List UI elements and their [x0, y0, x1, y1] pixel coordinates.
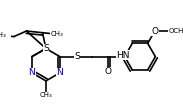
Text: S: S	[43, 44, 49, 53]
Text: O: O	[151, 27, 158, 36]
Text: CH₃: CH₃	[51, 31, 63, 37]
Text: OCH₃: OCH₃	[168, 28, 183, 34]
Text: S: S	[74, 52, 80, 61]
Text: HN: HN	[116, 51, 130, 60]
Text: CH₃: CH₃	[40, 92, 52, 98]
Text: CH₃: CH₃	[0, 32, 7, 38]
Text: O: O	[104, 67, 111, 77]
Text: N: N	[57, 68, 63, 77]
Text: N: N	[29, 68, 35, 77]
